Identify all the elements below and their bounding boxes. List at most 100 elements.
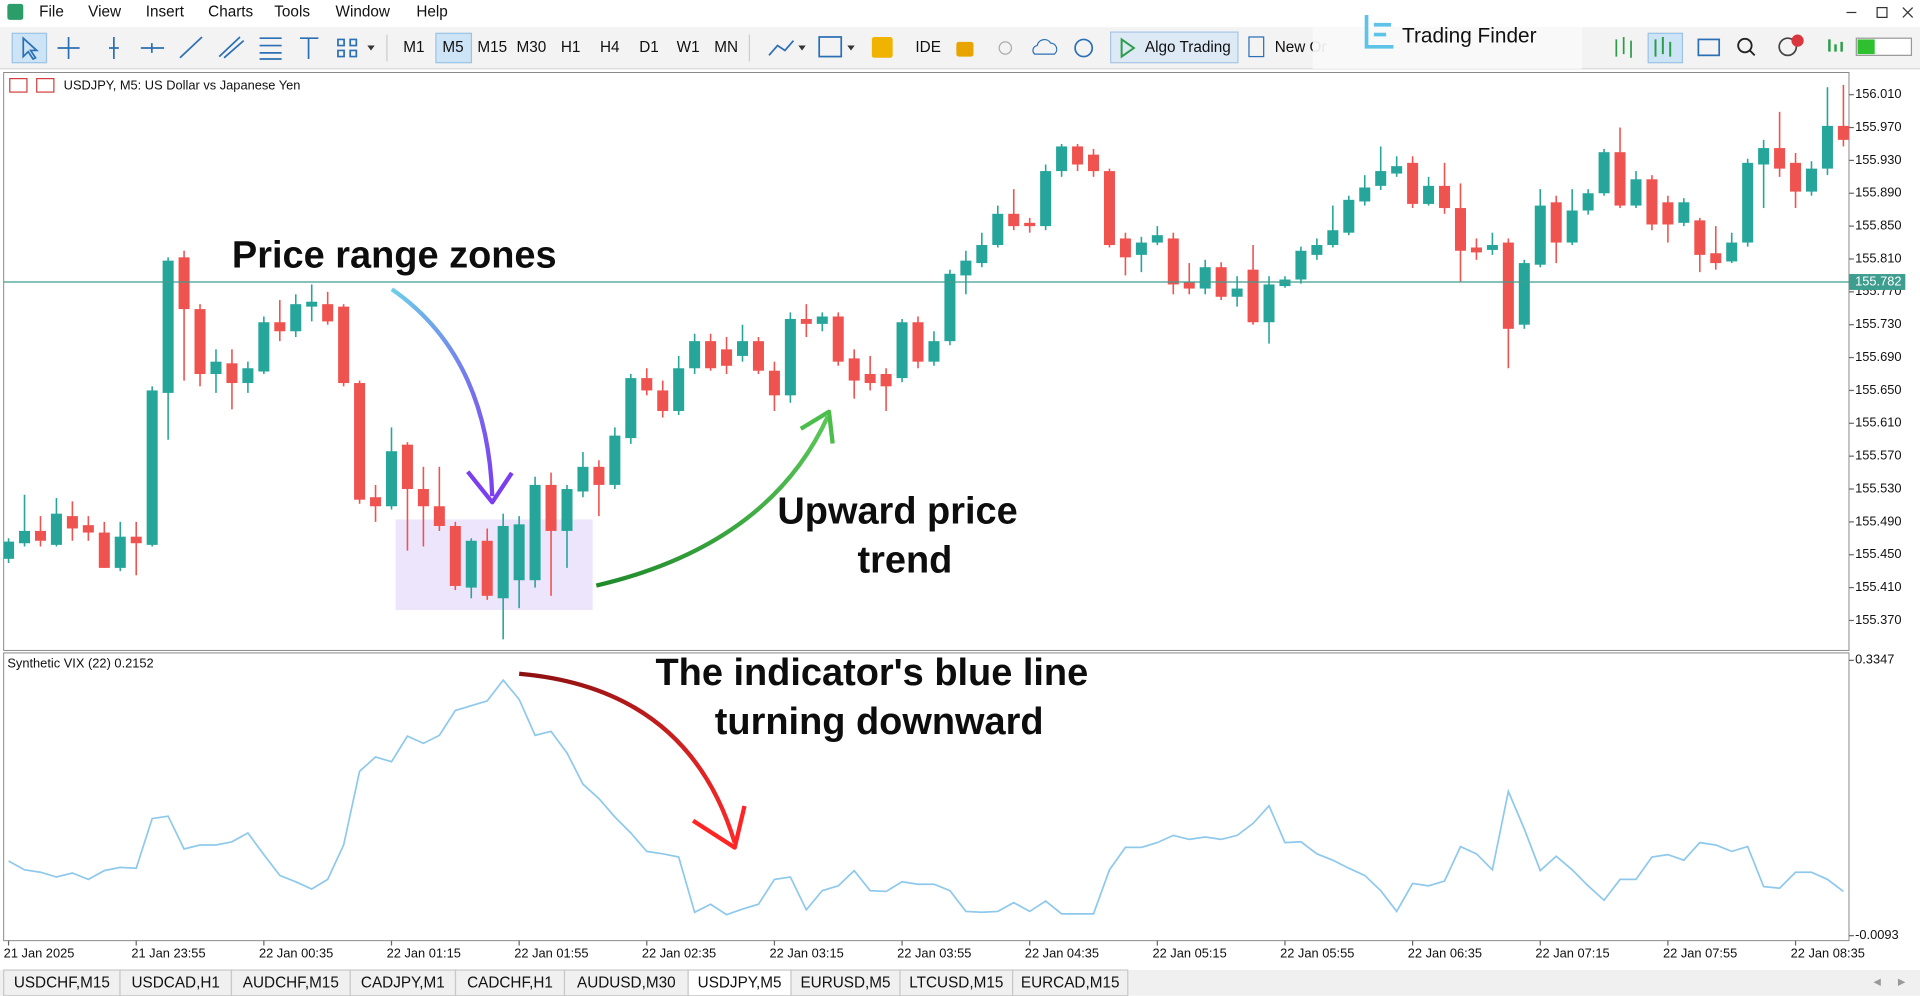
search-icon[interactable] (1737, 37, 1753, 54)
timeframe-button[interactable]: H4 (600, 39, 620, 56)
ide-button[interactable]: IDE (915, 39, 941, 56)
tab[interactable] (349, 969, 457, 996)
timeframe-button[interactable]: M30 (517, 39, 547, 56)
menu-item[interactable]: File (39, 4, 64, 21)
candle-body (1103, 171, 1115, 246)
search-handle (1749, 49, 1756, 56)
text-icon[interactable] (300, 37, 319, 60)
timeframe-button[interactable]: M5 (442, 39, 463, 56)
market-icon[interactable] (871, 36, 893, 58)
menu-item[interactable]: Help (416, 4, 447, 21)
candle-body (226, 363, 238, 384)
shift-icon (1654, 36, 1672, 57)
vps-icon[interactable] (1074, 38, 1094, 58)
cursor-icon[interactable] (22, 36, 39, 61)
candle-body (1758, 148, 1770, 165)
annotation: The indicator's blue line (655, 652, 1088, 694)
notifications-icon[interactable] (1778, 37, 1798, 57)
shapes-icon[interactable] (337, 38, 358, 58)
menu-item[interactable]: View (88, 4, 122, 21)
candle-body (1439, 185, 1451, 209)
level-icon[interactable] (1828, 39, 1843, 52)
menu-item[interactable]: Window (336, 4, 391, 21)
dropdown-arrow[interactable] (798, 45, 855, 51)
x-tick-label: 22 Jan 02:35 (642, 946, 716, 961)
x-tick-label: 22 Jan 04:35 (1025, 946, 1099, 961)
candle-body (1327, 230, 1339, 246)
restore[interactable] (1876, 6, 1888, 18)
hline-icon[interactable] (140, 43, 165, 53)
tab-scroll[interactable] (1873, 978, 1906, 986)
autoscroll-active[interactable] (1647, 32, 1684, 64)
candles-icon[interactable] (1615, 36, 1632, 58)
candle-body (1470, 247, 1482, 253)
vline-icon[interactable] (108, 36, 119, 60)
candle-body (768, 370, 780, 396)
crosshair-icon[interactable] (57, 36, 80, 60)
candle-body (338, 306, 350, 384)
cursor-tool-active[interactable] (11, 32, 48, 64)
candle-body (354, 383, 366, 500)
tab[interactable] (899, 969, 1014, 996)
x-tick-label: 22 Jan 01:55 (514, 946, 588, 961)
x-tick-label: 22 Jan 05:15 (1152, 946, 1226, 961)
menu: File View Insert Charts Tools Window Help (39, 4, 448, 21)
menu-bar (0, 0, 1920, 25)
menu-item[interactable]: Charts (208, 4, 253, 21)
tab[interactable] (3, 969, 121, 996)
candle-body (1247, 269, 1259, 323)
tab[interactable] (563, 969, 689, 996)
close[interactable] (1902, 7, 1914, 18)
candle-body (1040, 171, 1052, 227)
candle-body (816, 316, 828, 324)
channel-icon[interactable] (218, 36, 245, 59)
tab[interactable] (230, 969, 351, 996)
menu-item[interactable]: Insert (146, 4, 185, 21)
candle-body (976, 245, 988, 264)
candle-body (992, 213, 1004, 246)
indicators-icon[interactable] (818, 36, 843, 58)
candle-body (114, 536, 126, 568)
price-panel (3, 72, 1850, 651)
candle-body (1183, 281, 1195, 289)
timeframe-button[interactable]: M1 (403, 39, 424, 56)
candle-body (1454, 208, 1466, 251)
x-tick-label: 22 Jan 03:55 (897, 946, 971, 961)
tab[interactable] (1012, 969, 1129, 996)
lock-icon[interactable] (956, 41, 974, 57)
new-order-icon[interactable] (1248, 36, 1265, 58)
candle-body (1343, 199, 1355, 233)
y-tick-label: 155.930 (1855, 152, 1901, 167)
candle-body (960, 260, 972, 276)
candle-body (1119, 238, 1131, 258)
candle-body (401, 444, 413, 490)
timeframe-button[interactable]: H1 (561, 39, 581, 56)
chart-type-icon[interactable] (768, 40, 795, 56)
candle-body (736, 341, 749, 356)
timeframe-button[interactable]: D1 (639, 39, 659, 56)
menu-item[interactable]: Tools (274, 4, 310, 21)
candle-body (66, 516, 78, 529)
screenshot-icon[interactable] (1697, 38, 1721, 57)
tab[interactable] (687, 969, 792, 996)
trendline-icon[interactable] (179, 36, 203, 59)
fibo-icon[interactable] (259, 37, 282, 60)
dropdown-arrow[interactable] (367, 45, 375, 51)
timeframe-button[interactable]: MN (714, 39, 738, 56)
candle-body (497, 525, 509, 599)
signal-icon[interactable] (998, 41, 1013, 55)
y-tick-label: 155.530 (1855, 480, 1901, 495)
candle-body (641, 378, 653, 391)
timeframe-button[interactable]: W1 (677, 39, 700, 56)
candle-body (1407, 162, 1419, 204)
tab-label: LTCUSD,M15 (909, 975, 1003, 992)
y-tick-label: 155.450 (1855, 546, 1901, 561)
candle-body (417, 489, 429, 507)
arrow (518, 671, 737, 844)
candle-body (928, 341, 940, 362)
tab-label: AUDCHF,M15 (243, 975, 339, 992)
cloud-icon[interactable] (1032, 39, 1058, 55)
timeframe-button[interactable]: M15 (477, 39, 507, 56)
candle-body (1805, 168, 1818, 192)
right-tools (1615, 36, 1632, 58)
